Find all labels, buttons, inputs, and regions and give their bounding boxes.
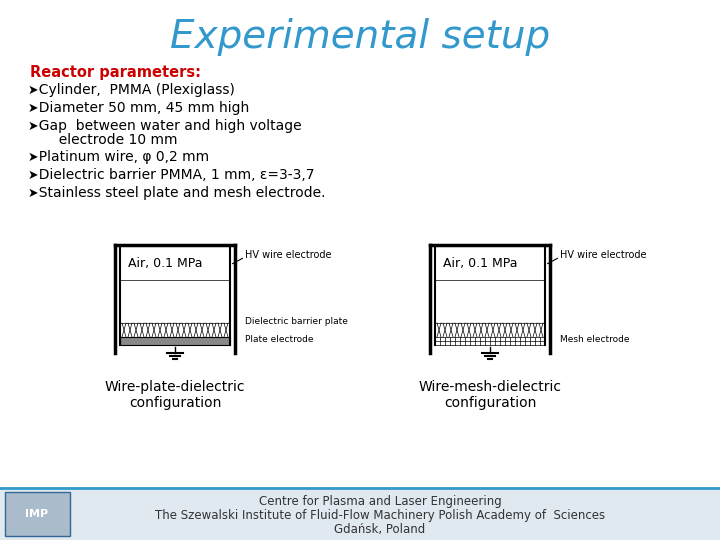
- Text: Wire-mesh-dielectric
configuration: Wire-mesh-dielectric configuration: [418, 380, 562, 410]
- Text: HV wire electrode: HV wire electrode: [560, 250, 647, 260]
- Text: Reactor parameters:: Reactor parameters:: [30, 65, 201, 80]
- Text: Gap  between water and high voltage: Gap between water and high voltage: [30, 119, 302, 133]
- Bar: [120, 337, 230, 345]
- Text: Centre for Plasma and Laser Engineering: Centre for Plasma and Laser Engineering: [258, 496, 501, 509]
- Text: ➤: ➤: [28, 119, 38, 132]
- Text: Cylinder,  PMMA (Plexiglass): Cylinder, PMMA (Plexiglass): [30, 83, 235, 97]
- Text: IMP: IMP: [25, 509, 48, 519]
- Text: The Szewalski Institute of Fluid-Flow Machinery Polish Academy of  Sciences: The Szewalski Institute of Fluid-Flow Ma…: [155, 510, 605, 523]
- Bar: [0, 488, 720, 540]
- Text: ➤: ➤: [28, 186, 38, 199]
- Text: Dielectric barrier PMMA, 1 mm, ε=3-3,7: Dielectric barrier PMMA, 1 mm, ε=3-3,7: [30, 168, 315, 182]
- Bar: [435, 280, 545, 323]
- Text: Air, 0.1 MPa: Air, 0.1 MPa: [443, 256, 518, 269]
- Text: Plate electrode: Plate electrode: [245, 335, 313, 345]
- Text: Gdańsk, Poland: Gdańsk, Poland: [334, 523, 426, 537]
- Text: Mesh electrode: Mesh electrode: [560, 335, 629, 345]
- Bar: [120, 280, 230, 323]
- Text: ➤: ➤: [28, 102, 38, 114]
- Bar: [5, 492, 70, 536]
- Text: Diameter 50 mm, 45 mm high: Diameter 50 mm, 45 mm high: [30, 101, 249, 115]
- Text: Wire-plate-dielectric
configuration: Wire-plate-dielectric configuration: [104, 380, 246, 410]
- Text: Stainless steel plate and mesh electrode.: Stainless steel plate and mesh electrode…: [30, 186, 325, 200]
- Text: Experimental setup: Experimental setup: [170, 18, 550, 56]
- Text: HV wire electrode: HV wire electrode: [245, 250, 331, 260]
- Text: ➤: ➤: [28, 168, 38, 181]
- Text: ➤: ➤: [28, 84, 38, 97]
- Text: Air, 0.1 MPa: Air, 0.1 MPa: [128, 256, 202, 269]
- Text: Dielectric barrier plate: Dielectric barrier plate: [245, 316, 348, 326]
- Text: ➤: ➤: [28, 151, 38, 164]
- Text: Platinum wire, φ 0,2 mm: Platinum wire, φ 0,2 mm: [30, 150, 209, 164]
- Text: electrode 10 mm: electrode 10 mm: [50, 133, 178, 147]
